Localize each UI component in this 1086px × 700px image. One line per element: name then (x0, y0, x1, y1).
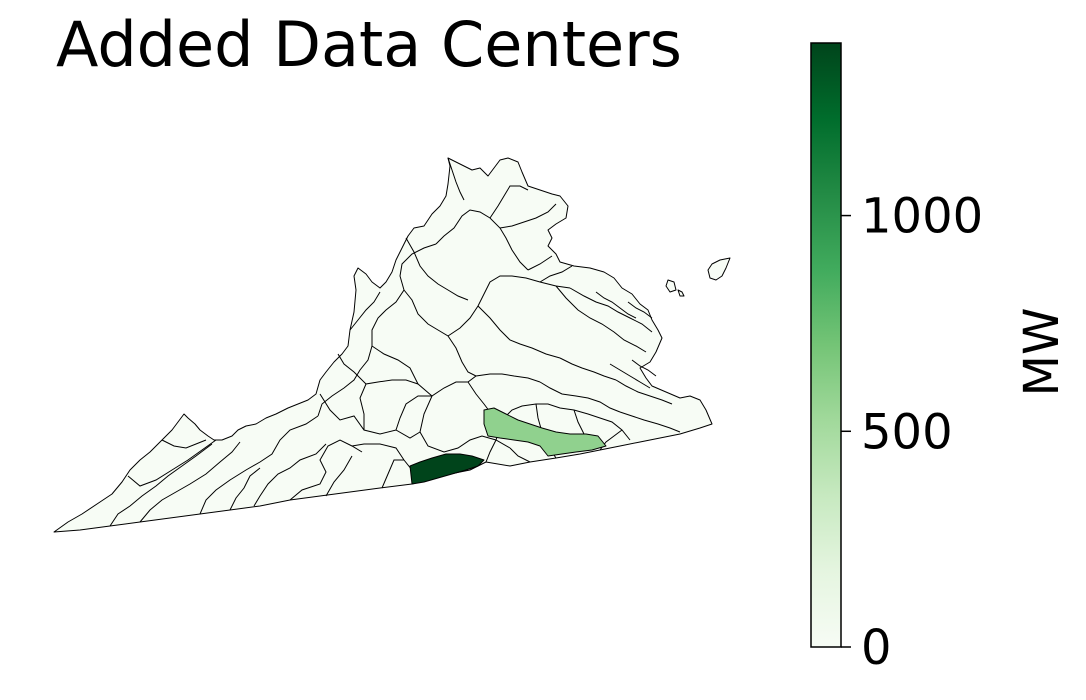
colorbar-tick-label: 1000 (861, 189, 983, 245)
colorbar: 0 500 1000 MW (810, 42, 1070, 676)
eastern-shore-region (707, 257, 731, 281)
island-region (665, 279, 677, 293)
colorbar-ticks: 0 500 1000 (841, 189, 983, 676)
colorbar-axis-label: MW (1014, 308, 1070, 397)
map-title: Added Data Centers (56, 8, 682, 81)
state-outline (53, 157, 713, 533)
island-region-small (677, 289, 685, 297)
colorbar-tick-label: 500 (861, 404, 953, 460)
map-regions (53, 157, 731, 533)
highlighted-regions (409, 407, 607, 485)
southeast-inland-region (483, 407, 607, 457)
colorbar-tick-label: 0 (861, 620, 892, 676)
southern-border-region (409, 453, 485, 485)
colorbar-gradient (810, 42, 842, 648)
